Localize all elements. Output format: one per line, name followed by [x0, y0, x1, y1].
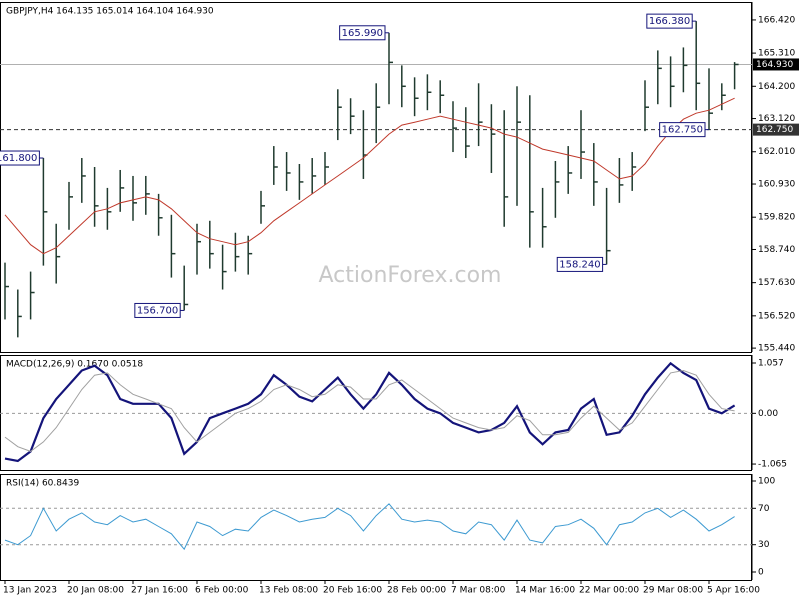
y-tick-label: 100: [758, 477, 775, 487]
level-label: 162.750: [756, 125, 793, 135]
x-tick-label: 5 Apr 16:00: [707, 586, 760, 596]
level-box: [753, 123, 799, 136]
y-tick-label: 157.630: [758, 278, 795, 288]
last_price-label: 164.930: [756, 60, 793, 70]
annotation-label: 156.700: [137, 305, 178, 316]
y-tick-label: 30: [758, 540, 770, 550]
x-tick-label: 14 Mar 16:00: [515, 586, 575, 596]
panel-title: RSI(14) 60.8439: [6, 479, 79, 489]
y-tick-label: 159.820: [758, 213, 795, 223]
annotation-label: 161.800: [0, 153, 37, 164]
x-tick-label: 22 Mar 00:00: [579, 586, 639, 596]
x-tick-label: 20 Jan 08:00: [67, 586, 124, 596]
annotation-label: 162.750: [662, 125, 703, 136]
y-tick-label: 160.930: [758, 180, 795, 190]
annotation-label: 158.240: [559, 259, 600, 270]
x-tick-label: 13 Jan 2023: [3, 586, 57, 596]
y-tick-label: 163.120: [758, 114, 795, 124]
y-tick-label: 162.010: [758, 147, 795, 157]
watermark: ActionForex.com: [319, 263, 502, 288]
x-tick-label: 20 Feb 16:00: [323, 586, 382, 596]
y-tick-label: 156.520: [758, 311, 795, 321]
series-line: [4, 369, 735, 452]
series-line: [4, 361, 736, 463]
y-tick-label: 0.00: [758, 409, 778, 419]
annotation-label: 165.990: [342, 28, 383, 39]
y-tick-label: 158.740: [758, 245, 795, 255]
x-tick-label: 7 Mar 08:00: [451, 586, 506, 596]
last_price-box: [753, 58, 799, 71]
annotation-label: 166.380: [649, 16, 690, 27]
panel-title: GBPJPY,H4 164.135 165.014 164.104 164.93…: [6, 7, 214, 17]
series-line: [4, 503, 735, 551]
y-tick-label: 70: [758, 504, 770, 514]
y-tick-label: 164.200: [758, 82, 795, 92]
y-tick-label: 0: [758, 567, 764, 577]
y-tick-label: 166.420: [758, 15, 795, 25]
panel-title: MACD(12,26,9) 0.1670 0.0518: [6, 360, 143, 370]
y-tick-label: -1.065: [758, 460, 787, 470]
y-tick-label: 165.310: [758, 49, 795, 59]
x-tick-label: 29 Mar 08:00: [643, 586, 703, 596]
x-tick-label: 6 Feb 00:00: [195, 586, 249, 596]
x-tick-label: 28 Feb 00:00: [387, 586, 446, 596]
moving-average: [4, 97, 735, 255]
x-tick-label: 13 Feb 08:00: [259, 586, 318, 596]
y-tick-label: 1.057: [758, 359, 784, 369]
y-tick-label: 155.440: [758, 344, 795, 354]
x-tick-label: 27 Jan 16:00: [131, 586, 188, 596]
